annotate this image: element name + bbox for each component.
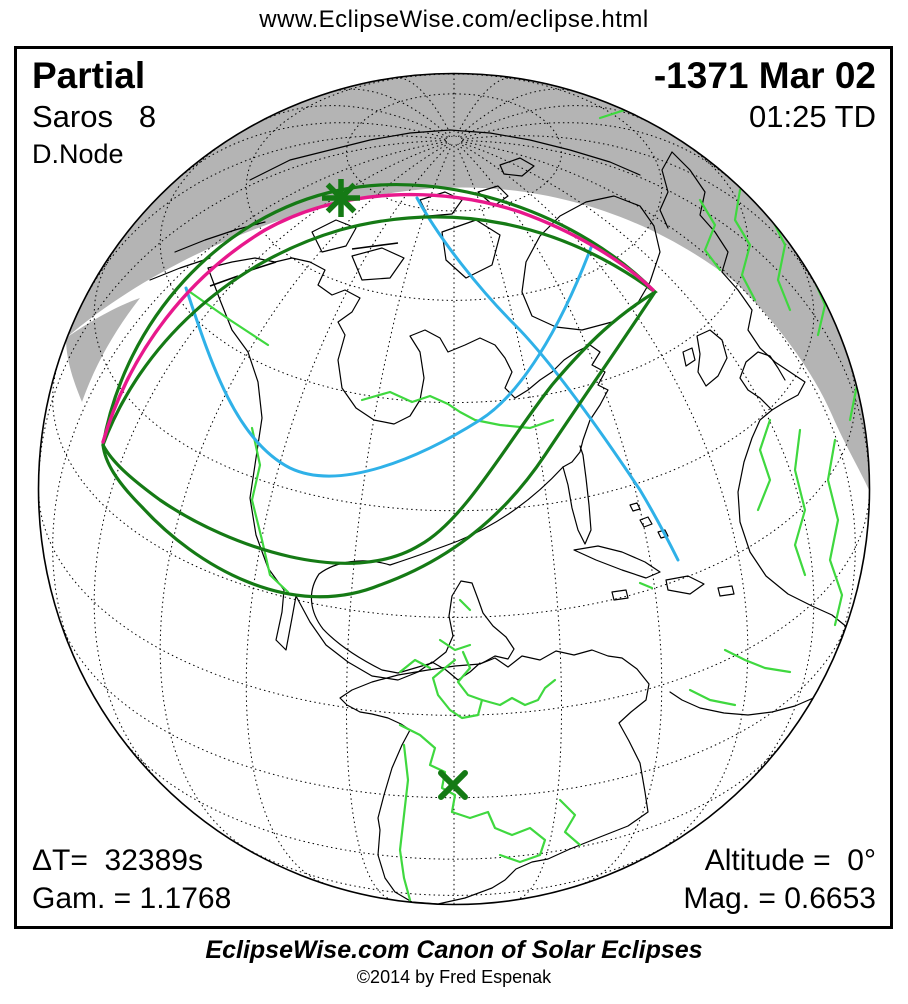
rise-set-curve-west <box>184 243 594 478</box>
footer-title: EclipseWise.com Canon of Solar Eclipses <box>205 936 703 964</box>
eclipse-type-label: Partial <box>32 55 146 96</box>
altitude-label: Altitude = 0° <box>704 844 876 877</box>
page-title-url: www.EclipseWise.com/eclipse.html <box>259 6 649 33</box>
penumbra-inner-limit <box>101 215 658 565</box>
saros-label: Saros 8 <box>32 99 157 134</box>
magnitude-label: Mag. = 0.6653 <box>683 882 876 915</box>
map-frame: Partial Saros 8 D.Node -1371 Mar 02 01:2… <box>14 46 893 929</box>
eclipse-curves <box>101 182 680 599</box>
greatest-eclipse-marker asterisk-icon <box>322 179 360 217</box>
footer-copyright: ©2014 by Fred Espenak <box>356 967 552 987</box>
sub-solar-point-marker x-icon <box>438 770 468 800</box>
globe-outline <box>37 72 871 906</box>
eclipse-time-label: 01:25 TD <box>749 99 876 134</box>
night-region-sliver <box>66 298 140 402</box>
node-label: D.Node <box>32 139 124 169</box>
night-region <box>66 73 870 490</box>
coastlines <box>149 129 859 905</box>
delta-t-label: ΔT= 32389s <box>32 844 203 877</box>
eclipse-date-label: -1371 Mar 02 <box>653 55 876 96</box>
penumbra-outer-limit <box>101 182 658 599</box>
globe-map <box>37 72 871 906</box>
gamma-label: Gam. = 1.1768 <box>32 882 232 915</box>
graticule <box>38 73 870 905</box>
